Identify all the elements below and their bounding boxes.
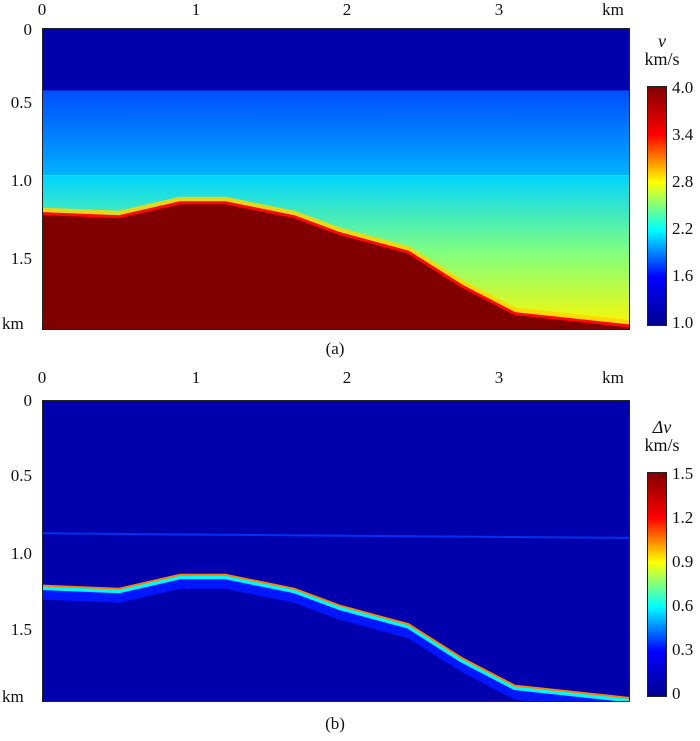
colorbar-ticks-a: 4.0 3.4 2.8 2.2 1.6 1.0: [672, 79, 700, 339]
y-tick-label: 0: [23, 20, 33, 39]
water-layer: [43, 29, 629, 91]
colorbar-unit: km/s: [644, 49, 680, 69]
colorbar-tick-label: 0.9: [672, 552, 694, 571]
colorbar-tick-label: 1.6: [672, 266, 694, 285]
colorbar-symbol: Δν: [652, 417, 672, 437]
caption-a: (a): [325, 339, 345, 358]
colorbar-tick-label: 0: [672, 684, 681, 703]
x-tick-label: 0: [37, 368, 47, 387]
y-tick-label: 1.0: [10, 171, 32, 190]
y-unit-label: km: [2, 314, 24, 333]
salt-top-error-halo: [43, 574, 629, 701]
colorbar-symbol: ν: [658, 31, 666, 51]
x-tick-label: 2: [342, 368, 352, 387]
colorbar-a: [647, 86, 667, 326]
velocity-model-plot: [42, 28, 630, 330]
salt-top-error-peak: [43, 573, 629, 699]
y-tick-label: 0.5: [10, 93, 32, 112]
colorbar-tick-label: 0.3: [672, 640, 694, 659]
x-tick-label: 0: [37, 0, 47, 19]
layer-boundary-error: [43, 532, 629, 539]
salt-top-edge: [43, 201, 629, 328]
colorbar-title-a: ν km/s: [632, 32, 692, 68]
x-tick-label: 2: [342, 0, 352, 19]
colorbar-tick-label: 2.2: [672, 219, 694, 238]
velocity-error-plot: [42, 400, 630, 702]
x-tick-label: 3: [494, 0, 504, 19]
y-tick-label: 0.5: [10, 466, 32, 485]
colorbar-tick-label: 1.0: [672, 313, 694, 332]
y-tick-label: 0: [23, 391, 33, 410]
colorbar-tick-label: 1.5: [672, 464, 694, 483]
colorbar-tick-label: 2.8: [672, 172, 694, 191]
colorbar-unit: km/s: [644, 435, 680, 455]
colorbar-b: [647, 472, 667, 697]
colorbar-ticks-b: 1.5 1.2 0.9 0.6 0.3 0: [672, 465, 700, 710]
salt-top-transition: [43, 196, 629, 326]
colorbar-tick-label: 3.4: [672, 125, 694, 144]
error-background: [43, 401, 629, 701]
x-unit-label: km: [602, 368, 624, 387]
colorbar-tick-label: 0.6: [672, 596, 694, 615]
x-tick-label: 1: [191, 0, 201, 19]
y-tick-label: 1.5: [10, 620, 32, 639]
x-tick-label: 3: [494, 368, 504, 387]
x-tick-label: 1: [191, 368, 201, 387]
caption-b: (b): [325, 714, 345, 733]
y-tick-label: 1.0: [10, 544, 32, 563]
upper-sediment-layer: [43, 90, 629, 176]
y-tick-label: 1.5: [10, 249, 32, 268]
colorbar-tick-label: 1.2: [672, 508, 694, 527]
colorbar-title-b: Δν km/s: [632, 418, 692, 454]
y-unit-label: km: [2, 687, 24, 706]
x-unit-label: km: [602, 0, 624, 19]
colorbar-tick-label: 4.0: [672, 78, 694, 97]
